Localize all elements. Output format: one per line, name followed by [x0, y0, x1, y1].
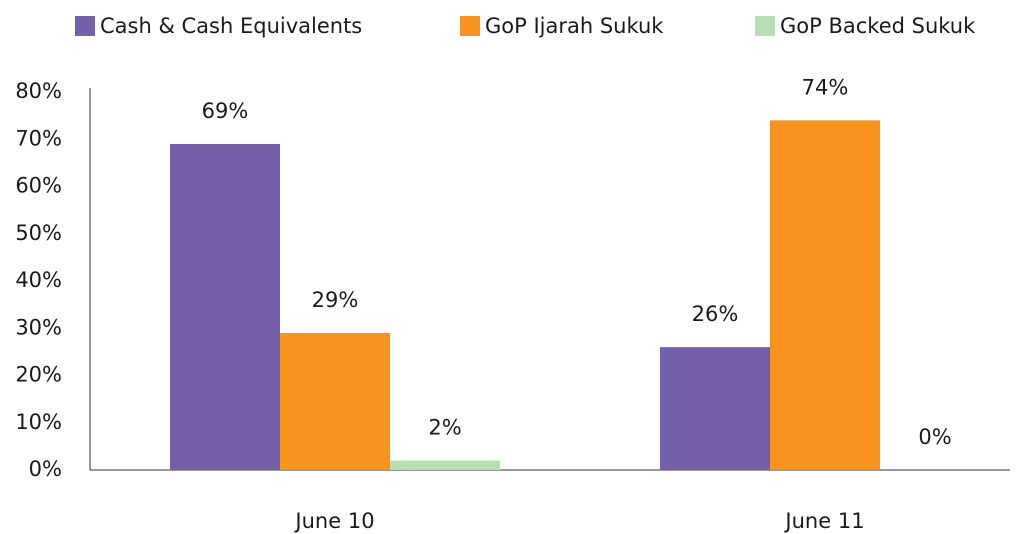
y-tick-label: 70%: [15, 126, 62, 150]
value-label: 2%: [428, 416, 461, 440]
legend-label: GoP Ijarah Sukuk: [485, 14, 664, 38]
legend-swatch: [75, 16, 95, 36]
y-tick-label: 0%: [29, 457, 62, 481]
bar: [770, 120, 880, 470]
y-tick-label: 20%: [15, 363, 62, 387]
bar: [170, 143, 280, 470]
y-tick-label: 10%: [15, 410, 62, 434]
bar: [390, 460, 500, 470]
value-label: 69%: [202, 99, 249, 123]
value-label: 0%: [918, 425, 951, 449]
y-tick-label: 50%: [15, 221, 62, 245]
x-tick-label: June 10: [293, 509, 374, 533]
value-label: 74%: [802, 75, 849, 99]
bar: [280, 332, 390, 470]
legend-label: Cash & Cash Equivalents: [100, 14, 362, 38]
value-label: 29%: [312, 288, 359, 312]
legend-label: GoP Backed Sukuk: [780, 14, 976, 38]
value-label: 26%: [692, 302, 739, 326]
bar: [660, 347, 770, 470]
y-tick-label: 30%: [15, 315, 62, 339]
y-tick-label: 80%: [15, 79, 62, 103]
y-tick-label: 60%: [15, 174, 62, 198]
legend-swatch: [460, 16, 480, 36]
y-tick-label: 40%: [15, 268, 62, 292]
legend-swatch: [755, 16, 775, 36]
x-tick-label: June 11: [783, 509, 864, 533]
